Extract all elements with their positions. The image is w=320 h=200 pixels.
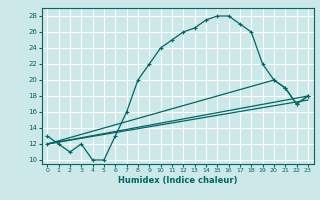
- X-axis label: Humidex (Indice chaleur): Humidex (Indice chaleur): [118, 176, 237, 185]
